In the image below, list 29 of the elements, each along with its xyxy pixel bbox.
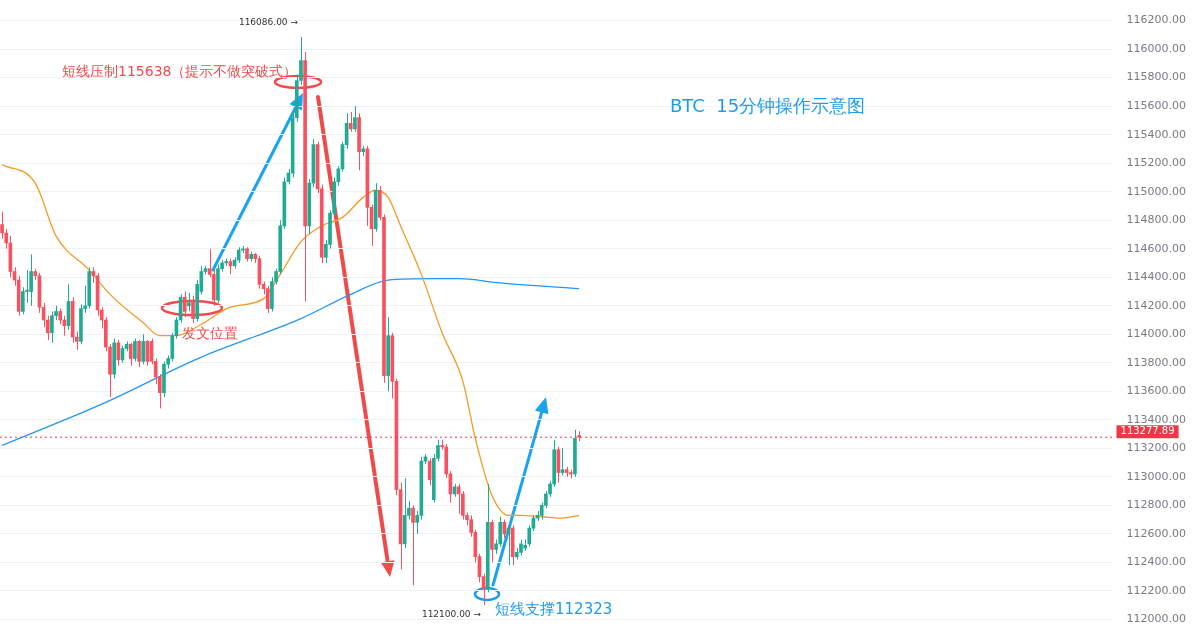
y-tick-label: 113400.00 (1126, 412, 1187, 426)
y-tick-label: 113600.00 (1126, 384, 1187, 398)
y-tick-label: 114800.00 (1126, 213, 1187, 227)
y-tick-label: 112400.00 (1126, 555, 1187, 569)
y-tick-label: 114600.00 (1126, 241, 1187, 255)
y-tick-label: 115200.00 (1126, 156, 1187, 170)
y-tick-label: 115600.00 (1126, 99, 1187, 112)
y-tick-label: 112200.00 (1126, 583, 1187, 597)
y-tick-label: 112600.00 (1126, 526, 1187, 540)
y-tick-label: 114200.00 (1126, 298, 1187, 312)
y-tick-label: 112800.00 (1126, 498, 1187, 512)
y-tick-label: 113000.00 (1126, 469, 1187, 483)
line-series (1, 278, 580, 447)
annotation: 短线支撑112323 (495, 599, 613, 618)
y-tick-label: 114400.00 (1126, 270, 1187, 284)
y-tick-label: 115800.00 (1126, 70, 1187, 84)
y-tick-label: 115000.00 (1126, 184, 1187, 198)
annotation: 116086.00 → (238, 17, 299, 28)
y-tick-label: 114000.00 (1126, 327, 1187, 341)
y-tick-label: 113200.00 (1126, 441, 1187, 455)
y-tick-label: 115400.00 (1126, 127, 1187, 141)
line-series (1, 163, 580, 519)
ref-line-label: 113277.89 (1120, 425, 1175, 437)
y-tick-label: 113800.00 (1126, 355, 1187, 369)
annotation: 112100.00 → (421, 609, 482, 620)
y-tick-label: 112000.00 (1126, 612, 1187, 626)
y-tick-label: 116000.00 (1126, 41, 1187, 55)
text: BTC 15分钟操作示意图 (670, 94, 866, 116)
y-tick-label: 116200.00 (1126, 13, 1187, 27)
